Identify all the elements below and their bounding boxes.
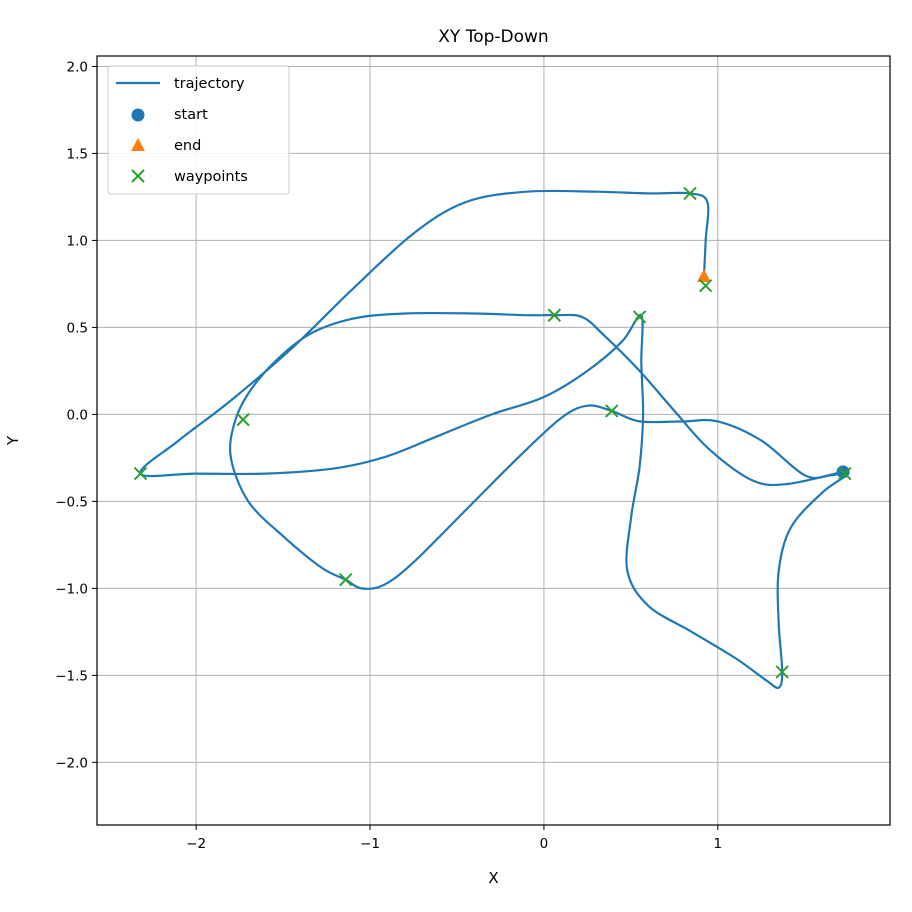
x-tick-label: 0 — [540, 836, 549, 852]
legend-box — [107, 65, 290, 195]
legend-triangle-swatch — [131, 138, 145, 151]
legend-label: start — [174, 107, 208, 123]
y-tick-label: 2.0 — [67, 59, 88, 75]
y-tick-label: 1.5 — [67, 146, 88, 162]
legend-entry: end — [131, 138, 201, 154]
chart-title: XY Top-Down — [438, 27, 548, 47]
plot-frame — [96, 55, 891, 826]
legend-entry: trajectory — [116, 76, 245, 92]
x-tick-label: 1 — [714, 836, 723, 852]
legend-x-swatch — [131, 169, 145, 183]
y-tick-label: −0.5 — [55, 494, 88, 510]
legend: trajectory start end waypoints — [107, 65, 290, 195]
plot-area — [133, 186, 852, 689]
trajectory-line — [139, 189, 850, 689]
waypoint-marker — [698, 278, 713, 293]
waypoint-marker — [775, 665, 789, 679]
waypoint-marker — [236, 412, 250, 427]
y-tick-label: 1.0 — [67, 233, 88, 249]
legend-label: trajectory — [174, 76, 245, 92]
x-tick-label: −1 — [360, 836, 380, 852]
waypoint-marker — [547, 308, 562, 322]
x-tick-label: −2 — [186, 836, 206, 852]
waypoint-marker — [133, 466, 148, 481]
y-tick-label: −1.5 — [55, 668, 88, 684]
legend-entry: start — [131, 107, 208, 123]
waypoint-marker — [338, 572, 353, 587]
axis-ticks: −2 −1 0 1 −2.0 −1.5 −1.0 −0.5 0.0 0.5 1.0 1.5 2.0 — [55, 59, 722, 852]
legend-label: end — [174, 138, 201, 154]
legend-circle-swatch — [131, 108, 145, 122]
waypoint-marker — [605, 404, 619, 418]
x-axis-label: X — [488, 869, 498, 887]
waypoint-marker — [838, 466, 852, 481]
legend-entry: waypoints — [131, 169, 248, 185]
y-tick-label: −1.0 — [55, 581, 88, 597]
legend-label: waypoints — [174, 169, 248, 185]
waypoint-marker — [632, 310, 647, 324]
y-tick-label: 0.0 — [67, 407, 88, 423]
grid — [97, 56, 890, 825]
waypoint-marker — [683, 186, 697, 201]
y-axis-label: Y — [4, 435, 22, 446]
y-tick-label: 0.5 — [67, 320, 88, 336]
y-tick-label: −2.0 — [55, 755, 88, 771]
end-marker — [696, 268, 711, 282]
